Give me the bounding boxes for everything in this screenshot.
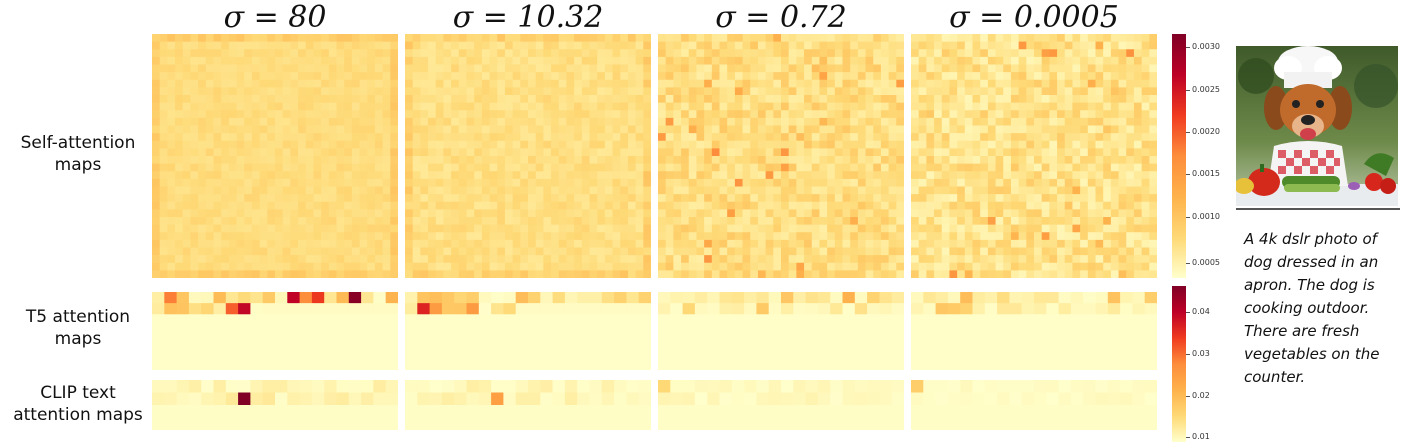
column-title-sigma-10-32: σ = 10.32 bbox=[452, 0, 604, 35]
clip-attention-map-sigma-10-32 bbox=[405, 380, 651, 430]
column-title-sigma-0-72: σ = 0.72 bbox=[715, 0, 847, 35]
self-attention-map-sigma-0-72 bbox=[658, 34, 904, 278]
row-label-t5: T5 attention maps bbox=[25, 307, 131, 349]
clip-attention-map-sigma-80 bbox=[152, 380, 398, 430]
colorbar-text-tick-002: 0.02 bbox=[1192, 391, 1210, 400]
column-title-sigma-0-0005: σ = 0.0005 bbox=[949, 0, 1119, 35]
self-attention-map-sigma-10-32 bbox=[405, 34, 651, 278]
self-attention-map-sigma-0-0005 bbox=[911, 34, 1157, 278]
colorbar-text-tick-004: 0.04 bbox=[1192, 307, 1210, 316]
clip-attention-map-sigma-0-0005 bbox=[911, 380, 1157, 430]
self-attention-map-sigma-80 bbox=[152, 34, 398, 278]
colorbar-self-tick-0005: 0.0005 bbox=[1192, 258, 1220, 267]
colorbar-self-tick-0015: 0.0015 bbox=[1192, 169, 1220, 178]
t5-attention-map-sigma-80 bbox=[152, 292, 398, 370]
colorbar-text-attention bbox=[1172, 286, 1186, 442]
clip-attention-map-sigma-0-72 bbox=[658, 380, 904, 430]
colorbar-text-tick-001: 0.01 bbox=[1192, 432, 1210, 441]
colorbar-self-tick-0020: 0.0020 bbox=[1192, 127, 1220, 136]
t5-attention-map-sigma-10-32 bbox=[405, 292, 651, 370]
column-title-sigma-80: σ = 80 bbox=[223, 0, 327, 35]
chef-dog-photo bbox=[1236, 46, 1398, 206]
t5-attention-map-sigma-0-72 bbox=[658, 292, 904, 370]
photo-divider bbox=[1236, 208, 1400, 210]
prompt-caption: A 4k dslr photo of dog dressed in an apr… bbox=[1244, 230, 1380, 386]
row-label-self-attention: Self-attention maps bbox=[20, 133, 136, 175]
colorbar-self-attention bbox=[1172, 34, 1186, 278]
colorbar-self-tick-0010: 0.0010 bbox=[1192, 212, 1220, 221]
t5-attention-map-sigma-0-0005 bbox=[911, 292, 1157, 370]
colorbar-self-tick-0025: 0.0025 bbox=[1192, 85, 1220, 94]
colorbar-self-tick-0030: 0.0030 bbox=[1192, 42, 1220, 51]
colorbar-text-tick-003: 0.03 bbox=[1192, 349, 1210, 358]
row-label-clip: CLIP text attention maps bbox=[13, 383, 143, 425]
